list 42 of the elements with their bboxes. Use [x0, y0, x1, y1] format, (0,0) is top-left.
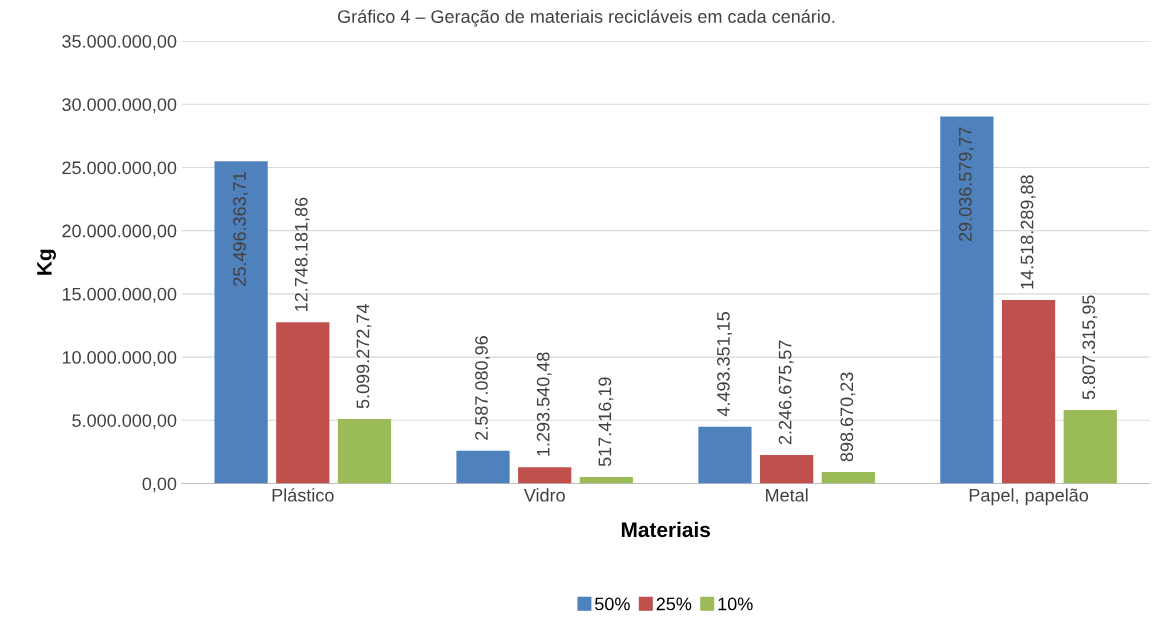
- legend-label: 25%: [656, 597, 692, 611]
- y-tick-label: 20.000.000,00: [62, 224, 177, 240]
- y-tick-label: 10.000.000,00: [62, 351, 177, 366]
- y-tick-label: 25.000.000,00: [62, 161, 177, 177]
- bar: [579, 476, 634, 484]
- bar: [276, 322, 330, 484]
- bar: [1001, 299, 1056, 484]
- bar: [760, 455, 814, 484]
- legend-label: 50%: [595, 597, 630, 611]
- y-tick-label: 5.000.000,00: [72, 414, 177, 430]
- data-label: 5.807.315,95: [1082, 295, 1098, 400]
- legend-label: 10%: [718, 597, 753, 611]
- data-label: 2.587.080,96: [475, 336, 490, 440]
- y-tick-label: 35.000.000,00: [62, 35, 177, 50]
- data-label: 12.748.181,86: [294, 197, 310, 311]
- data-label: 517.416,19: [598, 377, 614, 467]
- y-tick-label: 15.000.000,00: [62, 287, 177, 303]
- x-tick-label: Vidro: [523, 488, 565, 502]
- x-tick-label: Plástico: [272, 488, 334, 502]
- data-label: 898.670,23: [840, 372, 856, 462]
- bar: [698, 426, 752, 484]
- y-tick-label: 0,00: [142, 477, 177, 493]
- x-tick-label: Papel, papelão: [969, 488, 1089, 506]
- bar: [214, 161, 268, 484]
- y-tick-label: 30.000.000,00: [62, 98, 177, 114]
- x-axis-title: Materiais: [621, 521, 710, 538]
- bar: [337, 419, 392, 484]
- y-axis-title: Kg: [37, 249, 56, 275]
- data-label: 25.496.363,71: [233, 172, 249, 286]
- chart-title: Gráfico 4 – Geração de materiais recicláveis em cada cenário.: [338, 9, 835, 27]
- data-label: 29.036.579,77: [958, 127, 974, 242]
- data-label: 2.246.675,57: [778, 340, 794, 445]
- data-label: 5.099.272,74: [356, 304, 372, 409]
- x-tick-label: Metal: [766, 488, 808, 502]
- bar: [518, 467, 572, 484]
- bar: [940, 116, 994, 484]
- data-label: 1.293.540,48: [536, 352, 552, 456]
- data-label: 14.518.289,88: [1020, 175, 1036, 289]
- bar: [456, 450, 510, 484]
- data-label: 4.493.351,15: [717, 311, 732, 417]
- bar: [821, 472, 875, 484]
- bar: [1063, 410, 1117, 484]
